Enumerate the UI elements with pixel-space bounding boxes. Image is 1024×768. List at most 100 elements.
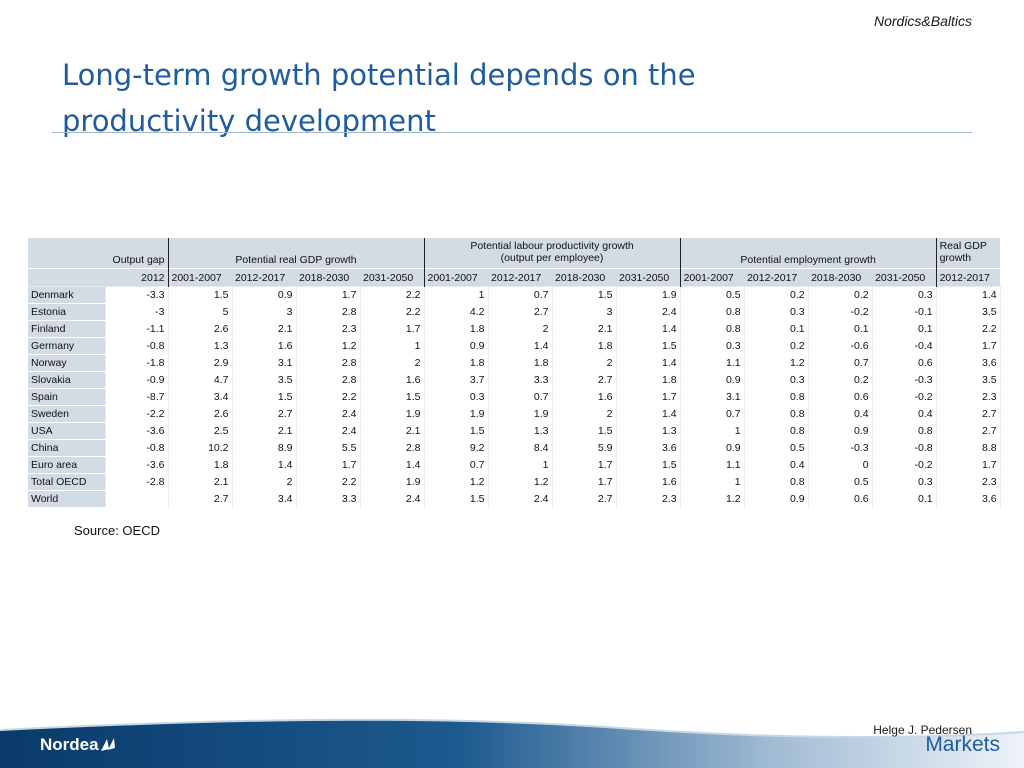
value-cell: 0.8 <box>744 405 809 423</box>
value-cell: 3.6 <box>615 439 681 457</box>
footer-band <box>0 718 1024 768</box>
period-header-cell: 2012-2017 <box>744 268 809 287</box>
value-cell: 0.7 <box>680 405 745 423</box>
value-cell: 1.4 <box>359 456 425 474</box>
value-cell: 1.9 <box>615 286 681 304</box>
value-cell: 3.5 <box>936 303 1001 321</box>
value-cell: -0.6 <box>808 337 873 355</box>
country-cell: Germany <box>28 337 106 355</box>
nordea-sail-icon <box>100 738 115 751</box>
header-output-gap: Output gap <box>105 238 168 269</box>
header-labour-productivity-line1: Potential labour productivity growth <box>470 240 634 252</box>
header-real-gdp: Real GDP growth <box>935 238 1001 269</box>
value-cell: 0.9 <box>744 490 809 508</box>
value-cell: 1.3 <box>488 422 553 440</box>
value-cell: 2.6 <box>168 405 233 423</box>
value-cell: 1.8 <box>424 354 489 372</box>
country-cell: Finland <box>28 320 106 338</box>
value-cell: 3 <box>552 303 617 321</box>
value-cell: 10.2 <box>168 439 233 457</box>
country-cell: Slovakia <box>28 371 106 389</box>
value-cell: 2.7 <box>552 371 617 389</box>
value-cell: 1.5 <box>552 422 617 440</box>
value-cell: 2.1 <box>168 473 233 491</box>
value-cell: 2.8 <box>359 439 425 457</box>
value-cell: 1.8 <box>552 337 617 355</box>
value-cell: 9.2 <box>424 439 489 457</box>
value-cell: 0.5 <box>680 286 745 304</box>
value-cell: 1.8 <box>424 320 489 338</box>
value-cell: 2.4 <box>296 405 361 423</box>
period-header-cell: 2012-2017 <box>232 268 296 287</box>
title-divider <box>52 132 972 133</box>
country-cell: Euro area <box>28 456 106 474</box>
period-header-cell: 2018-2030 <box>296 268 360 287</box>
value-cell: 1.5 <box>615 337 681 355</box>
value-cell: -0.3 <box>808 439 873 457</box>
value-cell: 1.7 <box>359 320 425 338</box>
value-cell: -0.8 <box>104 337 169 355</box>
value-cell: 1.5 <box>168 286 233 304</box>
value-cell: 0.6 <box>808 490 873 508</box>
value-cell: 2.9 <box>168 354 233 372</box>
value-cell: 2.7 <box>552 490 617 508</box>
value-cell: 1.2 <box>744 354 809 372</box>
value-cell: 0.3 <box>871 473 937 491</box>
value-cell: 2.6 <box>168 320 233 338</box>
value-cell: 2.3 <box>615 490 681 508</box>
value-cell: 0.3 <box>744 303 809 321</box>
growth-table-container: Output gap Potential real GDP growth Pot… <box>28 238 1001 508</box>
value-cell: 2.7 <box>488 303 553 321</box>
value-cell: 1.2 <box>680 490 745 508</box>
value-cell: -3.3 <box>104 286 169 304</box>
value-cell: 0.3 <box>424 388 489 406</box>
value-cell: 1.4 <box>615 405 681 423</box>
value-cell: -1.1 <box>104 320 169 338</box>
value-cell: 2.1 <box>359 422 425 440</box>
value-cell: 3 <box>232 303 297 321</box>
value-cell: 0.8 <box>680 303 745 321</box>
value-cell: 1.3 <box>615 422 681 440</box>
value-cell: -0.3 <box>871 371 937 389</box>
value-cell: 1.1 <box>680 456 745 474</box>
table-row: Estonia -3 5 3 2.8 2.2 4.2 2.7 3 2.4 0.8 0.3 -0.2 -0.… <box>28 303 1001 321</box>
period-header-cell: 2018-2030 <box>808 268 873 287</box>
period-header-cell: 2001-2007 <box>167 268 232 287</box>
value-cell: 0.9 <box>424 337 489 355</box>
value-cell: 0.2 <box>744 286 809 304</box>
value-cell: 1.7 <box>296 456 361 474</box>
period-header-row: 2012 2001-2007 2012-2017 2018-2030 2031-2050… <box>28 268 1001 287</box>
table-row: Spain -8.7 3.4 1.5 2.2 1.5 0.3 0.7 1.6 1.7 3.1 0.8 0… <box>28 388 1001 406</box>
table-row: Sweden -2.2 2.6 2.7 2.4 1.9 1.9 1.9 2 1.4 0.7 0.8 0.… <box>28 405 1001 423</box>
corner-cell-2 <box>28 268 105 287</box>
title-line-1: Long-term growth potential depends on th… <box>62 58 696 92</box>
value-cell: 2 <box>488 320 553 338</box>
value-cell: 1.8 <box>168 456 233 474</box>
value-cell: 1.4 <box>488 337 553 355</box>
value-cell: 5.5 <box>296 439 361 457</box>
value-cell: 5.9 <box>552 439 617 457</box>
value-cell: 1.7 <box>936 337 1001 355</box>
value-cell: 3.6 <box>936 490 1001 508</box>
value-cell: -3.6 <box>104 422 169 440</box>
value-cell: -3.6 <box>104 456 169 474</box>
value-cell: 1.4 <box>232 456 297 474</box>
nordea-logo: Nordea <box>40 735 117 755</box>
value-cell: -0.9 <box>104 371 169 389</box>
value-cell: 2.7 <box>232 405 297 423</box>
value-cell: 0.9 <box>232 286 297 304</box>
brand-tag: Nordics&Baltics <box>873 13 972 29</box>
value-cell: -2.2 <box>104 405 169 423</box>
value-cell: 0.4 <box>744 456 809 474</box>
value-cell: 2.2 <box>296 388 361 406</box>
value-cell: 3.3 <box>488 371 553 389</box>
value-cell: 4.2 <box>424 303 489 321</box>
value-cell: 2 <box>232 473 297 491</box>
header-employment: Potential employment growth <box>679 238 937 269</box>
table-row: Denmark -3.3 1.5 0.9 1.7 2.2 1 0.7 1.5 1.9 0.5 0.2 0… <box>28 286 1001 304</box>
value-cell: 2 <box>552 405 617 423</box>
value-cell: 2.4 <box>488 490 553 508</box>
value-cell: 2.3 <box>296 320 361 338</box>
value-cell: 3.5 <box>936 371 1001 389</box>
table-row: Euro area -3.6 1.8 1.4 1.7 1.4 0.7 1 1.7 1.5 1.1 0.… <box>28 456 1001 474</box>
